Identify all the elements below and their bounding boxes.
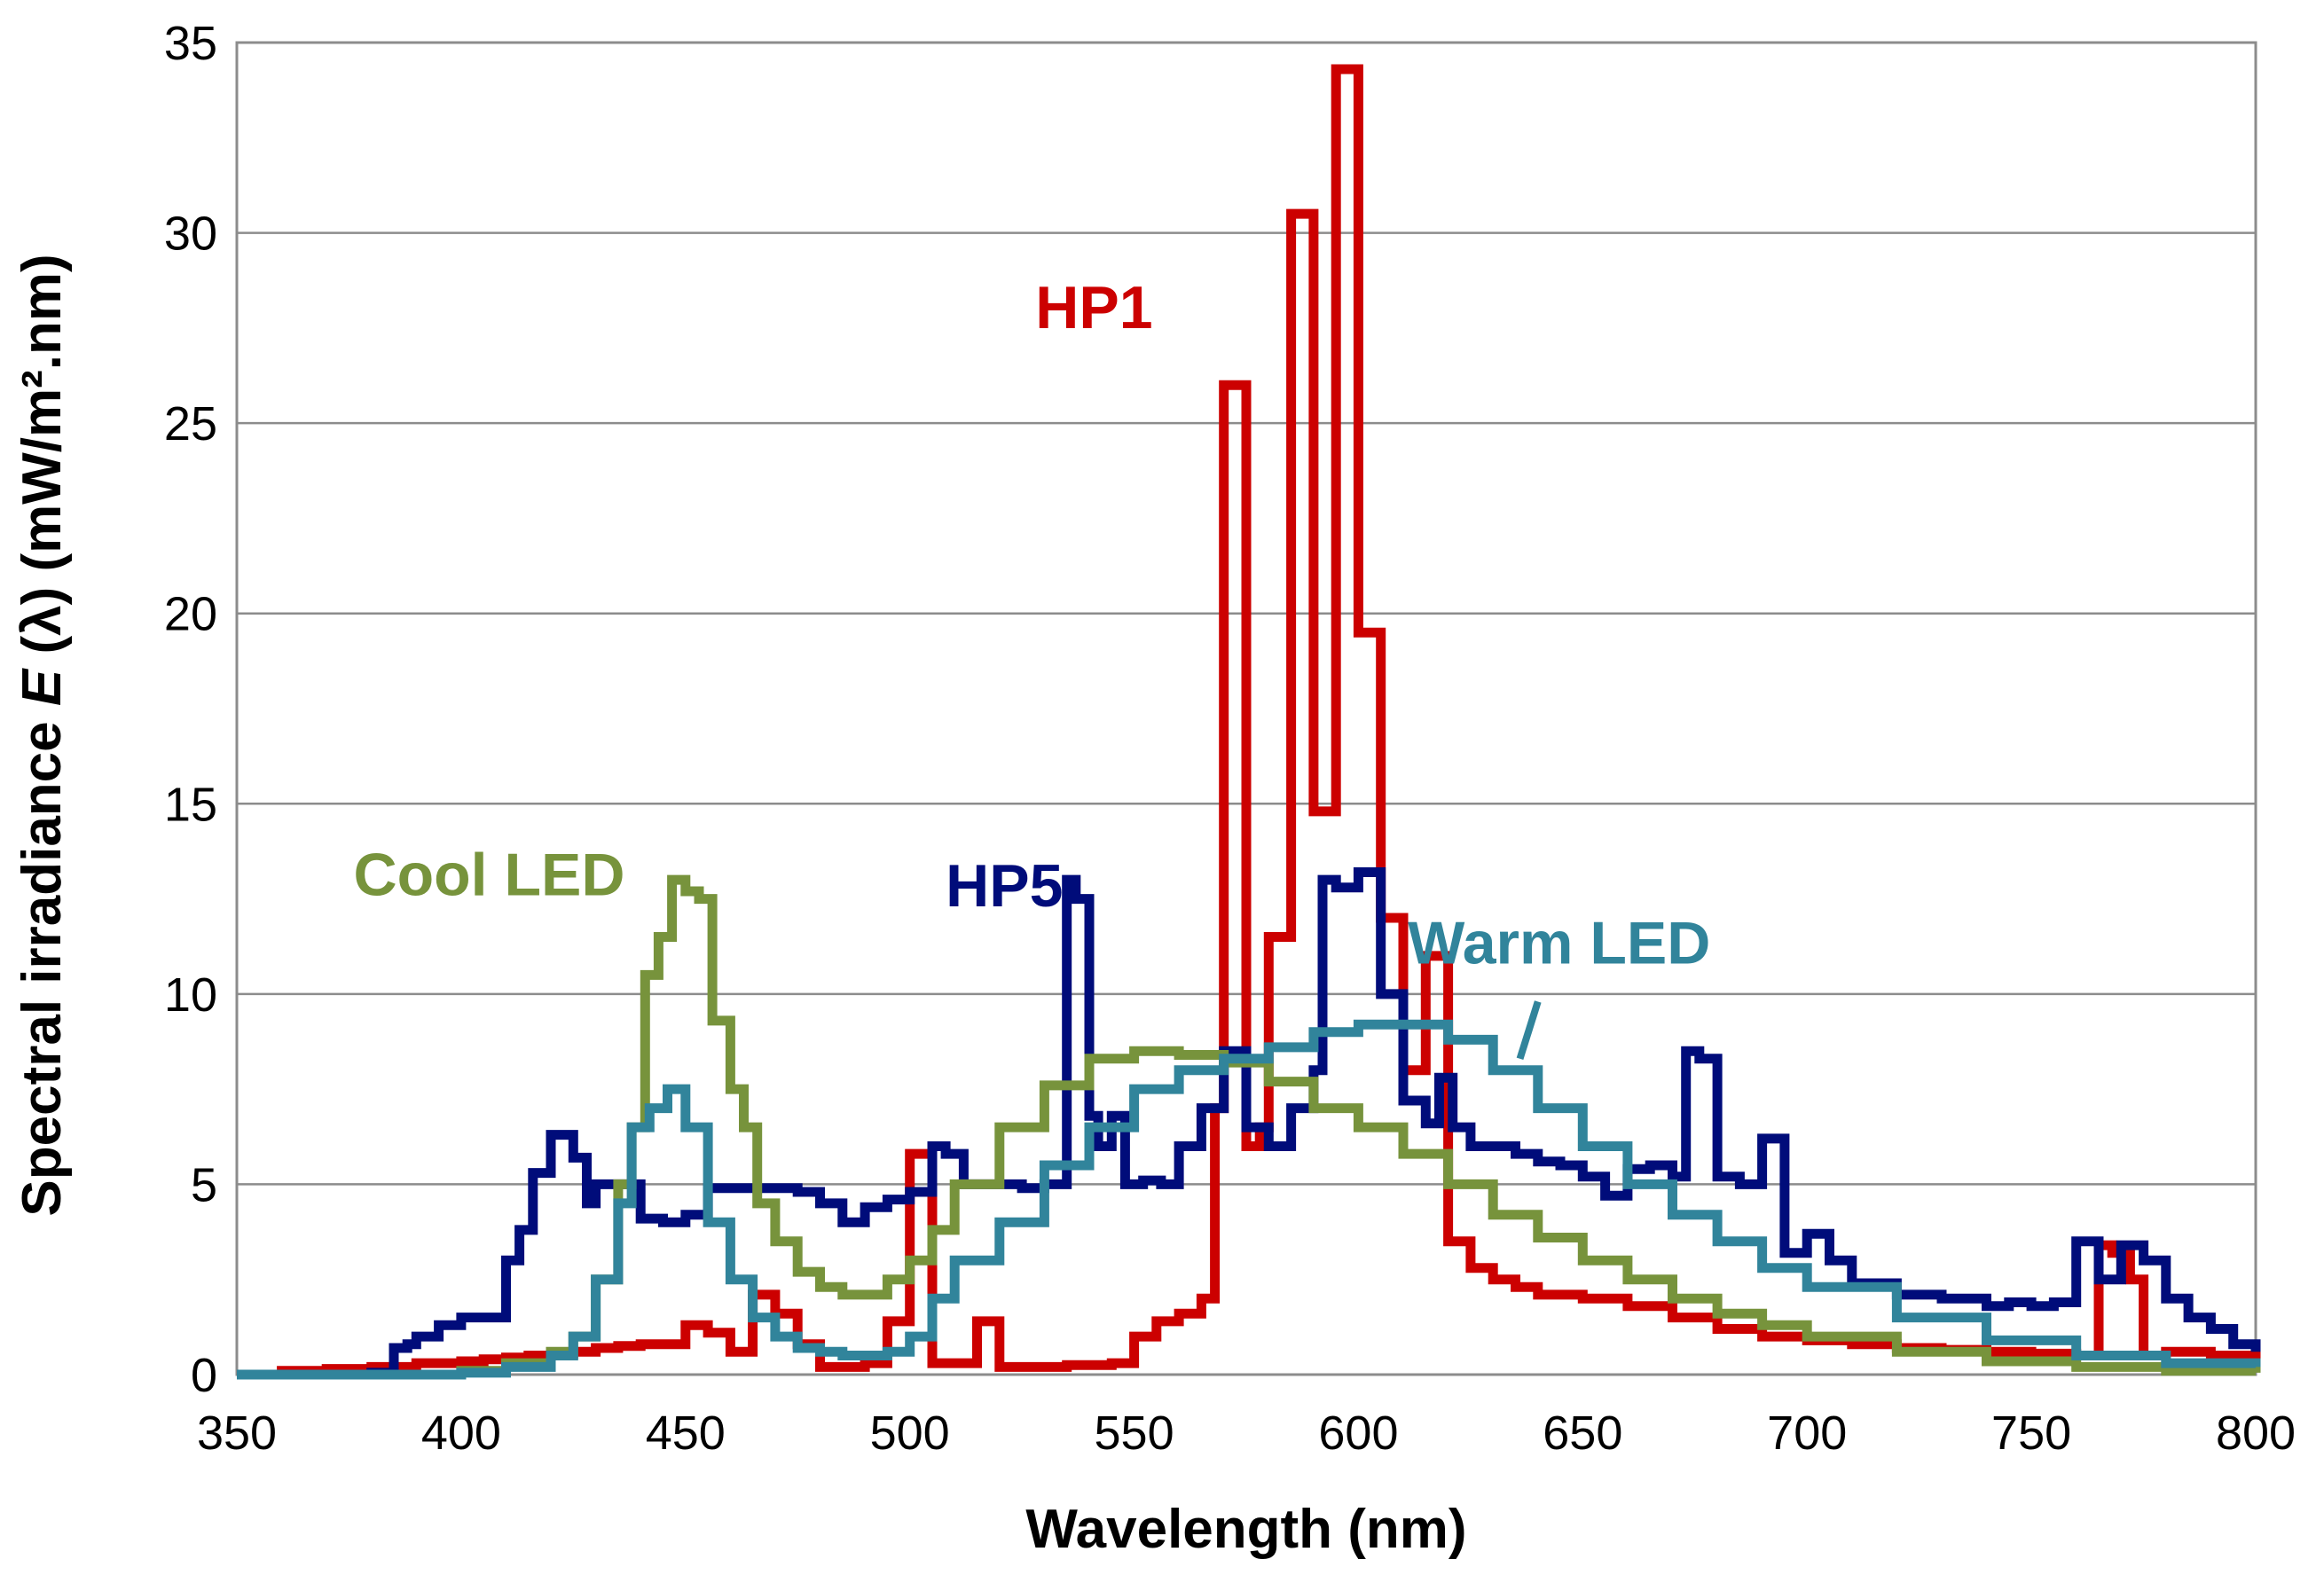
series-label-hp1: HP1 [1035,274,1152,341]
y-tick-label: 30 [164,208,217,261]
x-tick-label: 450 [646,1407,726,1460]
x-axis-title: Wavelength (nm) [1025,1499,1466,1560]
series-label-hp5: HP5 [946,852,1063,920]
y-axis-title: Spectral irradiance E (λ) (mW/m².nm) [12,254,73,1216]
y-tick-label: 5 [191,1158,217,1211]
series-label-warm-led: Warm LED [1408,910,1710,977]
series-labels: HP1 HP5 Cool LED Warm LED [354,274,1710,1061]
y-tick-label: 15 [164,778,217,831]
x-tick-label: 350 [197,1407,277,1460]
x-tick-labels: 350 400 450 500 550 600 650 700 750 800 [197,1407,2296,1460]
x-tick-label: 800 [2216,1407,2296,1460]
x-tick-label: 400 [421,1407,501,1460]
x-tick-label: 600 [1318,1407,1398,1460]
series-group [237,64,2261,1380]
y-axis-title-prefix: Spectral irradiance [12,706,73,1217]
y-axis-title-suffix: (λ) (mW/m².nm) [12,254,73,669]
y-tick-label: 0 [191,1349,217,1402]
x-tick-label: 650 [1543,1407,1622,1460]
y-axis-title-italic: E [12,668,73,706]
x-tick-label: 750 [1991,1407,2071,1460]
series-line-hp1 [237,64,2261,1380]
leader-line-warm-led [1516,1000,1542,1061]
x-tick-label: 700 [1767,1407,1847,1460]
plot-area-frame [235,41,2257,1376]
y-tick-label: 35 [164,17,217,70]
series-label-cool-led: Cool LED [354,841,625,908]
y-tick-label: 10 [164,968,217,1022]
y-tick-labels: 0 5 10 15 20 25 30 35 [164,17,217,1402]
y-tick-label: 20 [164,588,217,641]
x-tick-label: 500 [870,1407,950,1460]
x-tick-label: 550 [1095,1407,1174,1460]
series-line-cool-led [237,874,2261,1380]
y-tick-label: 25 [164,397,217,451]
series-line-warm-led [237,1019,2261,1380]
